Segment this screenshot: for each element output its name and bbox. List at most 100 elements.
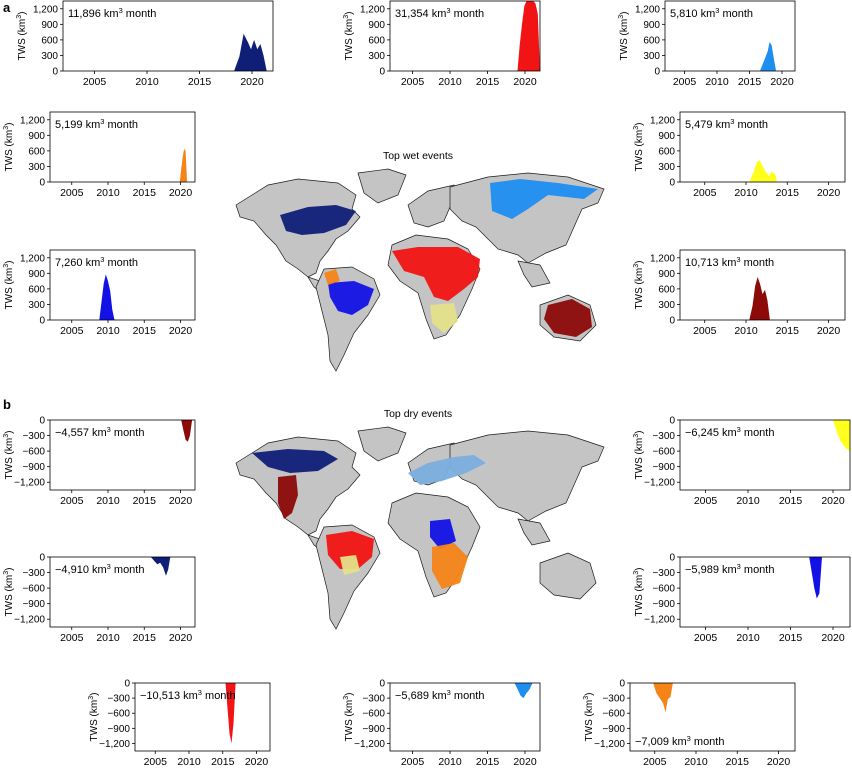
event-volume-label: 5,199 km3 month	[55, 117, 138, 131]
y-tick-label: −600	[652, 584, 675, 595]
y-tick-label: 900	[28, 269, 45, 280]
event-volume-label: 31,354 km3 month	[395, 6, 484, 20]
y-tick-label: 0	[669, 178, 675, 189]
x-tick-label: 2015	[779, 632, 803, 644]
x-tick-label: 2020	[513, 76, 537, 88]
x-tick-label: 2010	[177, 756, 201, 768]
x-tick-label: 2015	[188, 76, 212, 88]
tws-panel-5: 0 300 600 900 1,200 2005 2010 2015 2020 TWS (km3)…	[633, 111, 846, 199]
wet-region-darkred	[544, 299, 592, 337]
wet-events-map	[235, 168, 605, 372]
y-tick-label: 300	[28, 162, 45, 173]
y-tick-label: 600	[28, 146, 45, 157]
y-tick-label: −1,200	[594, 739, 625, 750]
tws-area	[749, 277, 770, 320]
y-tick-label: 1,200	[33, 4, 58, 15]
x-tick-label: 2015	[738, 76, 762, 88]
y-axis-label: TWS (km3)	[16, 12, 28, 61]
event-volume-label: −5,689 km3 month	[395, 688, 484, 702]
y-tick-label: −900	[362, 724, 385, 735]
y-tick-label: 1,200	[360, 4, 385, 15]
tws-area	[179, 148, 187, 182]
x-tick-label: 2020	[513, 756, 537, 768]
y-tick-label: −300	[602, 694, 625, 705]
event-volume-label: 10,713 km3 month	[685, 255, 774, 269]
dry-region-red	[326, 531, 374, 569]
x-tick-label: 2015	[726, 756, 750, 768]
y-axis-label: TWS (km3)	[633, 123, 645, 172]
y-tick-label: 0	[379, 67, 385, 78]
event-volume-label: −4,910 km3 month	[55, 562, 144, 576]
x-tick-label: 2015	[133, 495, 157, 507]
panel-frame	[49, 419, 196, 491]
x-tick-label: 2020	[817, 325, 841, 337]
x-tick-label: 2020	[821, 495, 845, 507]
dry-region-lightyellow	[340, 555, 360, 575]
event-volume-label: 5,810 km3 month	[670, 6, 753, 20]
panel-frame	[134, 682, 271, 752]
x-tick-label: 2005	[401, 756, 425, 768]
y-tick-label: 300	[658, 300, 675, 311]
y-tick-label: −900	[602, 724, 625, 735]
x-tick-label: 2010	[96, 187, 120, 199]
event-volume-label: 11,896 km3 month	[68, 6, 156, 20]
y-tick-label: 300	[658, 162, 675, 173]
y-tick-label: 600	[28, 284, 45, 295]
tws-area	[517, 1, 540, 71]
greenland-shape	[357, 426, 407, 462]
wet-region-red	[392, 247, 480, 301]
wet-region-navy	[280, 205, 356, 235]
tws-area	[759, 42, 777, 71]
x-tick-label: 2005	[60, 495, 84, 507]
x-tick-label: 2015	[133, 325, 157, 337]
y-tick-label: 0	[379, 679, 385, 690]
asia-shape	[449, 430, 605, 522]
wet-region-orange	[324, 269, 340, 285]
y-tick-label: 0	[52, 67, 58, 78]
y-tick-label: −600	[362, 709, 385, 720]
x-tick-label: 2020	[169, 632, 193, 644]
y-tick-label: 0	[669, 416, 675, 427]
y-tick-label: 600	[658, 284, 675, 295]
y-tick-label: 900	[658, 131, 675, 142]
y-axis-label: TWS (km3)	[633, 261, 645, 310]
y-tick-label: −600	[22, 584, 45, 595]
x-tick-label: 2015	[133, 187, 157, 199]
y-tick-label: −900	[652, 599, 675, 610]
x-tick-label: 2010	[684, 756, 708, 768]
y-axis-label: TWS (km3)	[583, 693, 595, 742]
y-tick-label: −300	[362, 694, 385, 705]
y-axis-label: TWS (km3)	[618, 12, 630, 61]
x-tick-label: 2010	[438, 756, 462, 768]
tws-panel-10: 0 −300 −600 −900 −1,200 2005 2010 2015 2020 TWS (…	[3, 553, 196, 644]
x-tick-label: 2015	[133, 632, 157, 644]
x-tick-label: 2020	[767, 756, 791, 768]
y-tick-label: −1,200	[14, 615, 45, 626]
tws-area	[150, 557, 171, 576]
y-tick-label: −900	[652, 462, 675, 473]
y-tick-label: 900	[658, 269, 675, 280]
y-axis-label: TWS (km3)	[3, 568, 15, 617]
tws-panel-11: 0 −300 −600 −900 −1,200 2005 2010 2015 2020 TWS (…	[633, 553, 851, 644]
x-tick-label: 2005	[693, 325, 717, 337]
y-axis-label: TWS (km3)	[3, 431, 15, 480]
x-tick-label: 2005	[694, 632, 718, 644]
y-tick-label: −600	[22, 447, 45, 458]
panel-frame	[49, 556, 196, 628]
tws-panel-13: 0 −300 −600 −900 −1,200 2005 2010 2015 2020 TWS (…	[343, 679, 541, 768]
y-tick-label: −600	[652, 447, 675, 458]
y-tick-label: 300	[643, 51, 660, 62]
y-tick-label: −900	[107, 724, 130, 735]
event-volume-label: −6,245 km3 month	[685, 425, 774, 439]
x-tick-label: 2005	[673, 76, 697, 88]
x-tick-label: 2005	[693, 187, 717, 199]
tws-panel-12: 0 −300 −600 −900 −1,200 2005 2010 2015 2020 TWS (…	[88, 679, 271, 768]
y-tick-label: 1,200	[635, 4, 660, 15]
y-tick-label: −1,200	[14, 478, 45, 489]
panel-label-a: a	[3, 0, 11, 15]
y-tick-label: −1,200	[99, 739, 130, 750]
x-tick-label: 2020	[169, 325, 193, 337]
x-tick-label: 2010	[734, 187, 758, 199]
